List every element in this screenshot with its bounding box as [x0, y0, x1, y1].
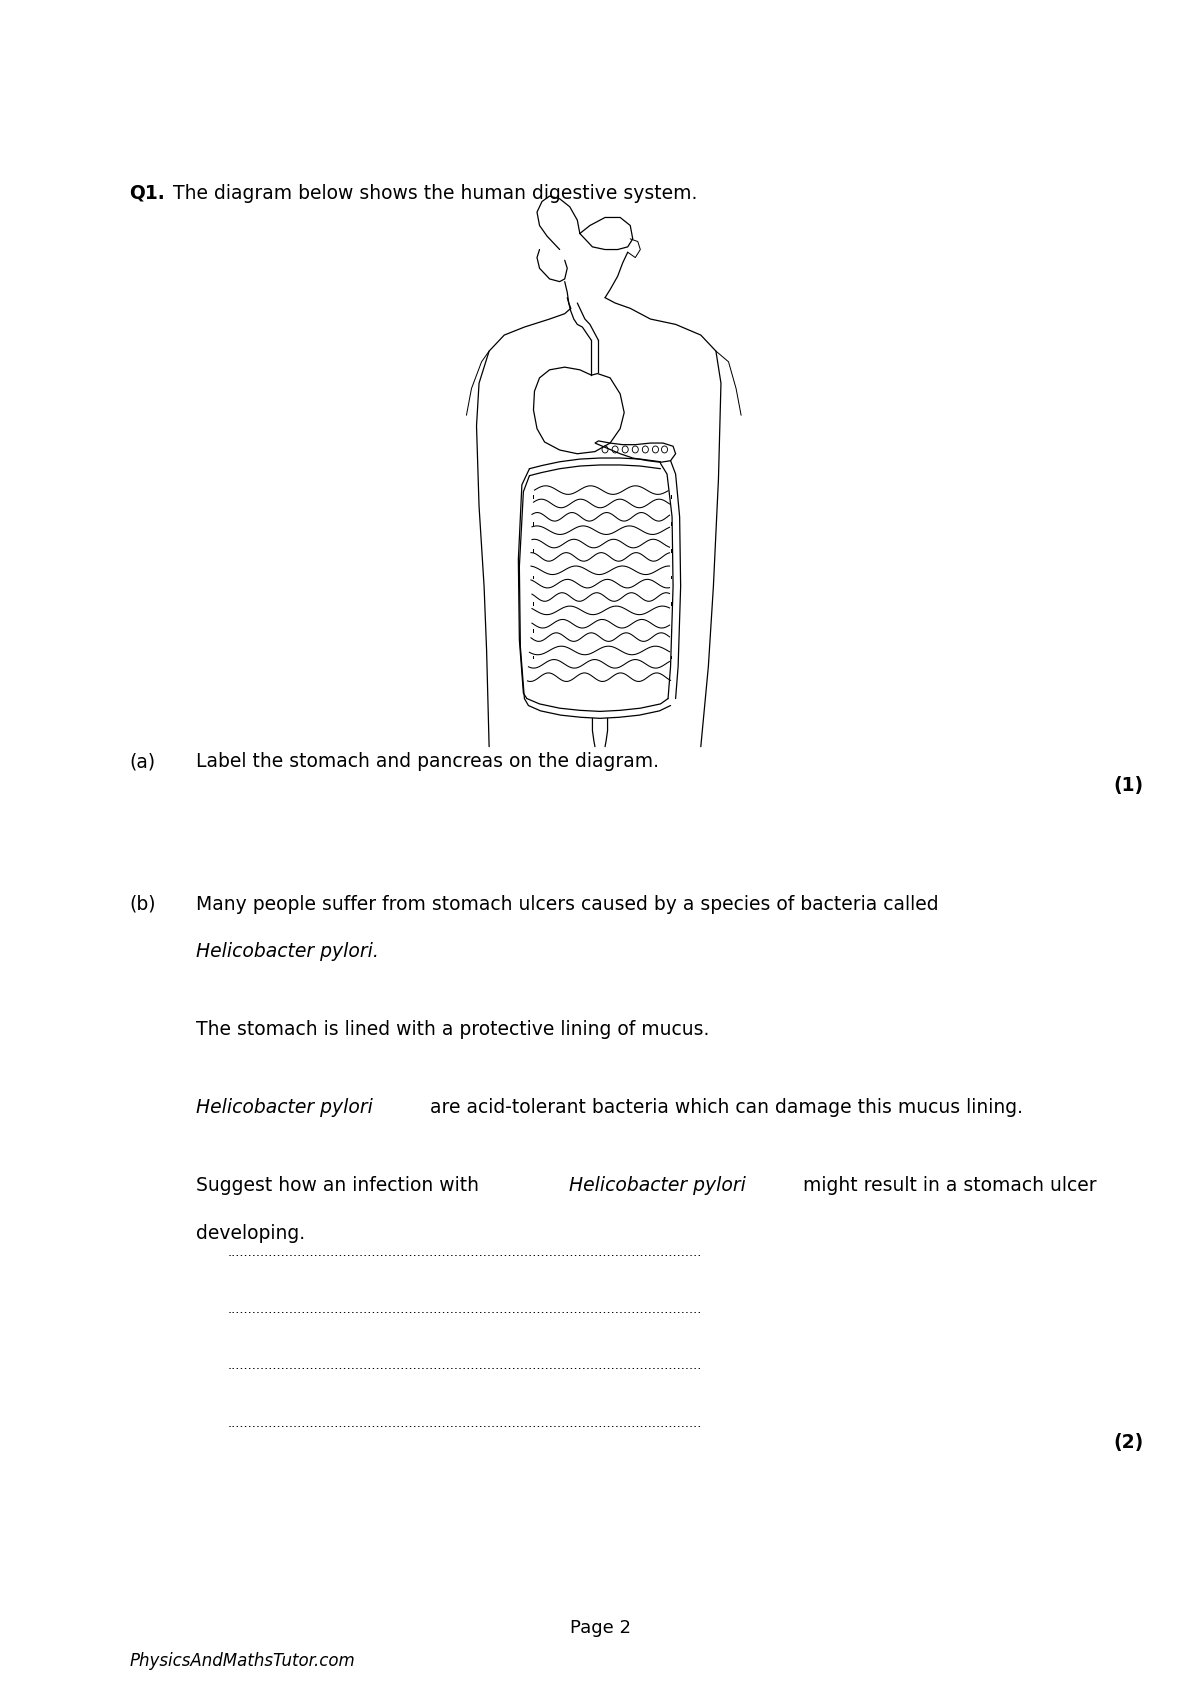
- Text: Suggest how an infection with: Suggest how an infection with: [196, 1176, 485, 1195]
- Text: Page 2: Page 2: [570, 1619, 630, 1636]
- Text: PhysicsAndMathsTutor.com: PhysicsAndMathsTutor.com: [130, 1653, 355, 1670]
- Text: Label the stomach and pancreas on the diagram.: Label the stomach and pancreas on the di…: [196, 752, 659, 770]
- Text: Helicobacter pylori: Helicobacter pylori: [196, 1098, 372, 1117]
- Text: ................................................................................: ........................................…: [228, 1359, 702, 1373]
- Text: might result in a stomach ulcer: might result in a stomach ulcer: [797, 1176, 1097, 1195]
- Text: Helicobacter pylori: Helicobacter pylori: [569, 1176, 745, 1195]
- Text: ................................................................................: ........................................…: [228, 1417, 702, 1431]
- Text: (b): (b): [130, 894, 156, 913]
- Text: ................................................................................: ........................................…: [228, 1246, 702, 1259]
- Text: Many people suffer from stomach ulcers caused by a species of bacteria called: Many people suffer from stomach ulcers c…: [196, 894, 938, 913]
- Text: are acid-tolerant bacteria which can damage this mucus lining.: are acid-tolerant bacteria which can dam…: [424, 1098, 1022, 1117]
- Text: The stomach is lined with a protective lining of mucus.: The stomach is lined with a protective l…: [196, 1020, 709, 1039]
- Text: (2): (2): [1114, 1432, 1144, 1451]
- Text: The diagram below shows the human digestive system.: The diagram below shows the human digest…: [173, 183, 697, 202]
- Text: Q1.: Q1.: [130, 183, 166, 202]
- Text: (a): (a): [130, 752, 156, 770]
- Text: Helicobacter pylori.: Helicobacter pylori.: [196, 942, 378, 961]
- Text: ................................................................................: ........................................…: [228, 1303, 702, 1317]
- Text: developing.: developing.: [196, 1224, 305, 1242]
- Text: (1): (1): [1114, 776, 1144, 794]
